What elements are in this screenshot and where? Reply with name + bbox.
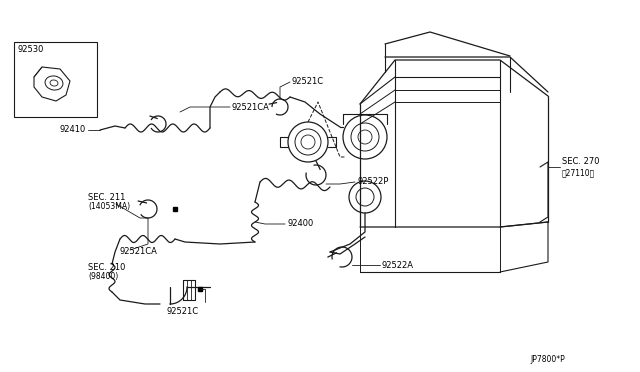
Text: (14053MA): (14053MA)	[88, 202, 130, 212]
Text: SEC. 211: SEC. 211	[88, 192, 125, 202]
Bar	[14, 42, 97, 117]
Text: SEC. 270: SEC. 270	[562, 157, 600, 167]
Text: 92410: 92410	[60, 125, 86, 135]
Text: 92522A: 92522A	[382, 260, 414, 269]
Text: 92521CA: 92521CA	[120, 247, 158, 257]
Text: JP7800*P: JP7800*P	[530, 356, 564, 365]
Text: (98400): (98400)	[88, 273, 118, 282]
Text: 92530: 92530	[18, 45, 44, 55]
Text: SEC. 210: SEC. 210	[88, 263, 125, 272]
Text: 92521C: 92521C	[167, 308, 199, 317]
Text: 92522P: 92522P	[357, 177, 388, 186]
Text: 92400: 92400	[287, 219, 313, 228]
Text: 。27110〃: 。27110〃	[562, 169, 595, 177]
Text: 92521CA: 92521CA	[231, 103, 269, 112]
Text: 92521C: 92521C	[292, 77, 324, 86]
